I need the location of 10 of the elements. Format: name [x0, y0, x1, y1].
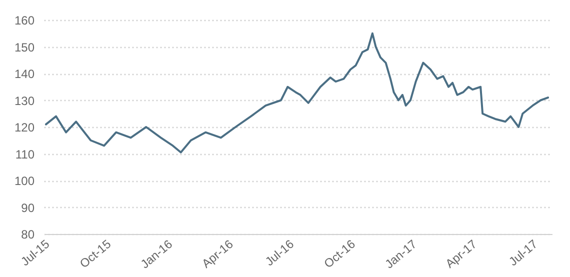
y-tick-label: 90 — [21, 200, 35, 215]
y-tick-label: 100 — [14, 174, 35, 188]
y-tick-label: 120 — [14, 120, 35, 134]
y-tick-label: 160 — [14, 14, 35, 28]
line-series — [45, 32, 549, 154]
y-tick-label: 110 — [15, 147, 35, 162]
y-tick-label: 80 — [21, 228, 35, 242]
y-tick-label: 130 — [14, 94, 35, 108]
y-tick-label: 150 — [14, 40, 35, 54]
y-tick-label: 140 — [14, 67, 35, 81]
